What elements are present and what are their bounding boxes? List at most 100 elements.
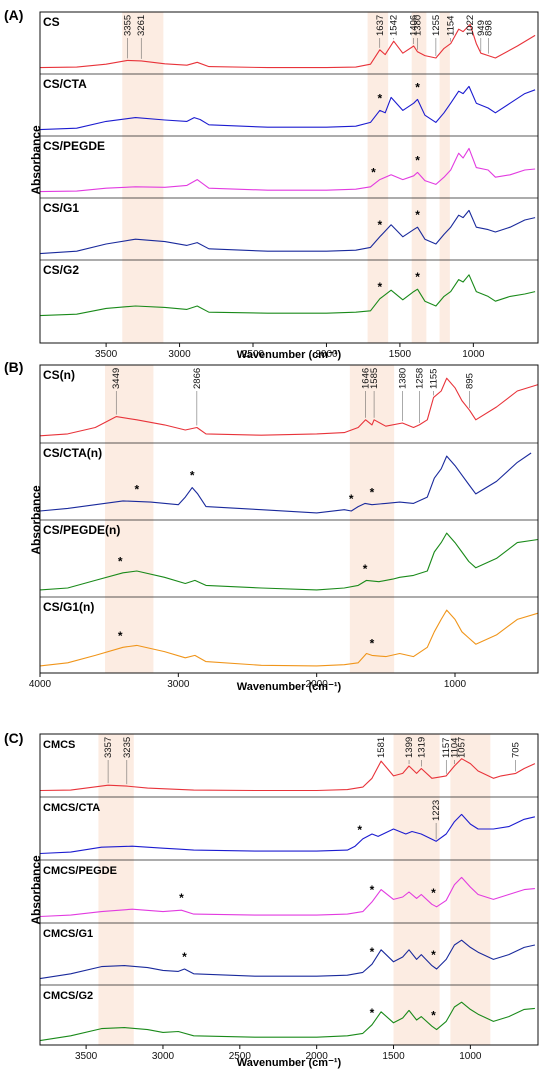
series-label: CS(n)	[43, 368, 75, 382]
peak-label: 1157	[441, 738, 452, 758]
peak-label: 1646	[361, 368, 372, 389]
highlight-band	[349, 365, 395, 673]
highlight-band	[450, 734, 491, 1045]
x-tick-label: 4000	[29, 679, 52, 690]
series-label: CS/CTA(n)	[43, 446, 102, 460]
series-label: CMCS	[43, 739, 75, 751]
series-line-cs-g2	[39, 274, 536, 317]
series-line-cs-cta	[39, 85, 536, 131]
marker-asterisk: *	[431, 1008, 436, 1022]
x-axis-title: Wavenumber (cm⁻¹)	[237, 349, 342, 361]
peak-label: 1255	[431, 15, 442, 36]
peak-label: 1581	[376, 737, 387, 758]
panel-label: (C)	[4, 730, 23, 746]
marker-asterisk: *	[370, 486, 375, 500]
peak-label: 3355	[122, 15, 133, 36]
series-label: CS/PEGDE(n)	[43, 523, 120, 537]
x-tick-label: 2000	[315, 349, 338, 360]
marker-asterisk: *	[363, 562, 368, 576]
marker-asterisk: *	[134, 483, 139, 497]
highlight-band	[439, 12, 450, 343]
highlight-band	[411, 12, 427, 343]
highlight-band	[122, 12, 164, 343]
series-line-cs-pegde	[39, 147, 536, 193]
highlight-band	[105, 365, 154, 673]
panel-label: (A)	[4, 7, 23, 23]
marker-asterisk: *	[371, 166, 376, 180]
peak-label: 1542	[389, 15, 400, 36]
marker-asterisk: *	[118, 555, 123, 569]
panel-label: (B)	[4, 359, 23, 375]
marker-asterisk: *	[415, 153, 420, 167]
peak-label: 2866	[192, 368, 203, 389]
series-line-cmcs-g1	[39, 939, 536, 980]
peak-label: 3261	[136, 15, 147, 36]
marker-asterisk: *	[190, 469, 195, 483]
series-label: CMCS/G2	[43, 990, 93, 1002]
marker-asterisk: *	[179, 891, 184, 905]
x-tick-label: 2500	[242, 349, 265, 360]
peak-label: 705	[511, 742, 522, 758]
plot-frame	[39, 733, 539, 1046]
series-label: CMCS/PEGDE	[43, 865, 117, 877]
marker-asterisk: *	[415, 208, 420, 222]
peak-label: 898	[483, 20, 494, 36]
peak-label: 1406	[409, 15, 420, 36]
x-tick-label: 2000	[306, 679, 329, 690]
y-axis-title: Absorbance	[29, 485, 43, 555]
peak-label: 949	[476, 20, 487, 36]
marker-asterisk: *	[370, 1006, 375, 1020]
x-tick-label: 1000	[462, 349, 485, 360]
peak-label: 1380	[413, 15, 424, 36]
x-tick-label: 2000	[306, 1051, 329, 1062]
marker-asterisk: *	[377, 91, 382, 105]
peak-label: 3449	[111, 368, 122, 389]
x-axis-title: Wavenumber (cm⁻¹)	[237, 1057, 342, 1069]
series-line-cmcs	[39, 758, 536, 792]
marker-asterisk: *	[357, 823, 362, 837]
highlight-band	[393, 734, 440, 1045]
peak-label: 1154	[446, 16, 457, 36]
peak-label: 1258	[414, 368, 425, 389]
peak-label: 3357	[103, 737, 114, 758]
series-line-cs-g1-n	[39, 609, 539, 667]
series-line-cs	[39, 23, 536, 69]
peak-label: 3235	[122, 737, 133, 758]
x-tick-label: 1000	[444, 679, 467, 690]
marker-asterisk: *	[431, 886, 436, 900]
marker-asterisk: *	[370, 883, 375, 897]
x-axis-title: Wavenumber (cm⁻¹)	[237, 681, 342, 693]
x-tick-label: 1000	[459, 1051, 482, 1062]
peak-label: 1380	[397, 368, 408, 389]
series-label: CS/G1	[43, 201, 79, 215]
series-label: CS	[43, 15, 60, 29]
series-label: CS/G1(n)	[43, 600, 94, 614]
x-tick-label: 3500	[95, 349, 118, 360]
series-line-cs-pegde-n	[39, 532, 539, 591]
peak-label: 1223	[431, 800, 442, 821]
highlight-band	[98, 734, 134, 1045]
peak-label: 1155	[429, 369, 440, 389]
plot-frame	[39, 364, 539, 674]
marker-asterisk: *	[377, 218, 382, 232]
peak-label: 1637	[375, 15, 386, 36]
panel-b: (B) CS(n) CS/CTA(n) CS/PEGDE(n) CS/G1(n) 4000…	[4, 359, 539, 693]
series-line-cs-g1	[39, 209, 536, 255]
x-tick-label: 1500	[389, 349, 412, 360]
marker-asterisk: *	[377, 280, 382, 294]
series-label: CMCS/G1	[43, 928, 93, 940]
marker-asterisk: *	[118, 629, 123, 643]
series-label: CS/PEGDE	[43, 139, 105, 153]
series-line-cs-n	[39, 377, 539, 437]
marker-asterisk: *	[431, 948, 436, 962]
series-label: CS/CTA	[43, 77, 87, 91]
peak-label: 1022	[465, 15, 476, 36]
series-line-cmcs-g2	[39, 1001, 535, 1042]
plot-frame	[39, 11, 539, 344]
peak-label: 1585	[369, 368, 380, 389]
x-tick-label: 1500	[382, 1051, 405, 1062]
x-tick-label: 2500	[229, 1051, 252, 1062]
peak-label: 1319	[416, 737, 427, 758]
series-label: CMCS/CTA	[43, 802, 100, 814]
